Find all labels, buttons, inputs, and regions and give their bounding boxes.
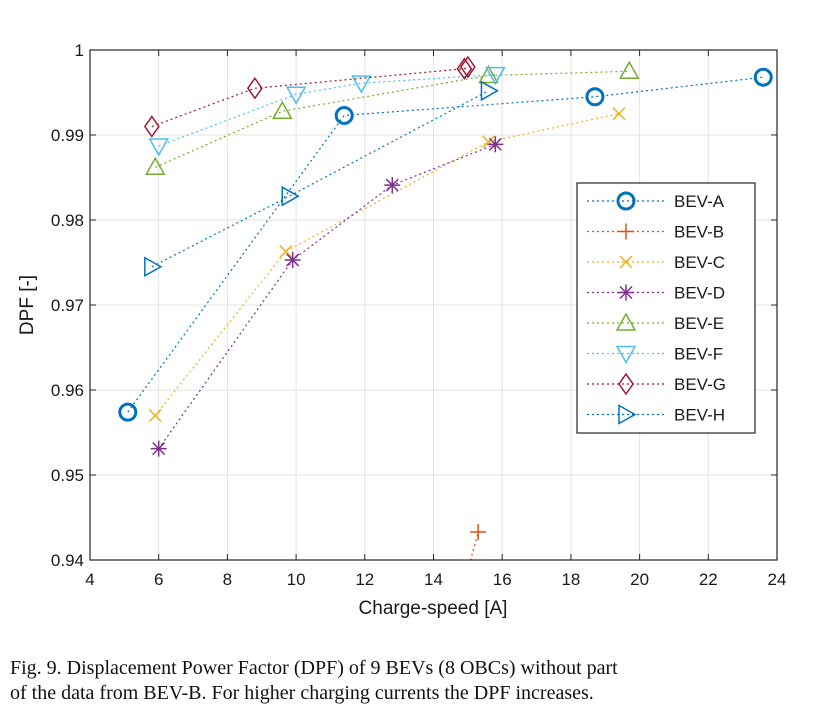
legend-label: BEV-E — [674, 314, 724, 333]
data-point — [281, 185, 300, 207]
y-tick-label: 0.96 — [51, 381, 84, 400]
data-point — [753, 67, 773, 87]
data-point — [285, 86, 307, 105]
legend-box — [576, 182, 756, 434]
data-point — [144, 256, 163, 278]
legend-item: BEV-E — [587, 312, 724, 333]
data-point — [619, 60, 640, 79]
x-tick-label: 24 — [768, 570, 787, 589]
data-point — [459, 55, 476, 79]
series-bev-h — [144, 80, 499, 278]
data-point — [487, 136, 504, 153]
ticks: 4 6 8 10 12 14 16 18 20 22 24 0.94 0.95 0.96 0.97 0.98 0… — [51, 41, 787, 589]
series-bev-a — [118, 67, 773, 422]
legend-label: BEV-F — [674, 345, 723, 364]
data-point — [334, 105, 354, 125]
data-point — [246, 76, 263, 100]
legend-marker — [618, 284, 634, 301]
x-tick-label: 22 — [699, 570, 718, 589]
x-tick-label: 10 — [287, 570, 306, 589]
legend-label: BEV-H — [674, 406, 725, 425]
data-point — [481, 135, 495, 149]
data-point — [478, 64, 499, 84]
x-tick-label: 18 — [561, 570, 580, 589]
y-tick-label: 1 — [75, 41, 84, 60]
x-tick-label: 14 — [424, 570, 443, 589]
y-tick-label: 0.97 — [51, 296, 84, 315]
x-tick-label: 4 — [85, 570, 94, 589]
series-line — [151, 66, 469, 128]
legend-item: BEV-B — [587, 223, 724, 242]
legend-marker — [618, 223, 634, 240]
y-tick-label: 0.94 — [51, 551, 84, 570]
legend-marker — [619, 255, 633, 269]
x-tick-label: 8 — [223, 570, 232, 589]
series-line — [151, 90, 489, 268]
y-tick-label: 0.95 — [51, 466, 84, 485]
data-point — [470, 523, 487, 540]
x-axis-title: Charge-speed [A] — [359, 598, 508, 619]
series-bev-e — [144, 60, 640, 176]
figure-caption: Fig. 9. Displacement Power Factor (DPF) … — [10, 656, 810, 706]
data-point — [148, 408, 162, 423]
legend-item: BEV-F — [587, 345, 723, 365]
data-point — [384, 177, 401, 194]
legend-item: BEV-A — [587, 191, 725, 211]
legend-item: BEV-D — [587, 284, 725, 303]
series-bev-f — [148, 66, 506, 157]
legend-label: BEV-B — [674, 223, 724, 242]
dpf-chart: 4 6 8 10 12 14 16 18 20 22 24 0.94 0.95 0.96 0.97 0.98 0… — [17, 41, 787, 619]
y-tick-label: 0.99 — [51, 126, 84, 145]
legend-marker — [618, 404, 637, 425]
legend-label: BEV-C — [674, 253, 725, 272]
data-point — [480, 80, 499, 102]
data-point — [284, 251, 301, 268]
series-bev-b — [460, 523, 487, 578]
data-point — [143, 115, 160, 138]
data-point — [460, 562, 476, 578]
x-tick-label: 12 — [355, 570, 374, 589]
data-point — [485, 66, 506, 86]
series-bev-d — [150, 136, 504, 457]
x-tick-label: 16 — [493, 570, 512, 589]
x-tick-label: 6 — [154, 570, 163, 589]
legend-marker — [615, 312, 637, 331]
caption-line-1: Fig. 9. Displacement Power Factor (DPF) … — [10, 657, 618, 679]
data-point — [612, 107, 626, 121]
legend-item: BEV-G — [587, 372, 726, 396]
legend-marker — [616, 191, 636, 211]
caption-line-2: of the data from BEV-B. For higher charg… — [10, 682, 594, 704]
series-line — [158, 143, 496, 449]
series-layer — [118, 55, 773, 578]
data-point — [279, 244, 293, 258]
data-point — [144, 156, 166, 176]
data-point — [150, 440, 167, 457]
y-tick-label: 0.98 — [51, 211, 84, 230]
legend-item: BEV-C — [587, 253, 725, 272]
data-point — [456, 57, 473, 81]
x-tick-label: 20 — [630, 570, 649, 589]
y-axis-title: DPF [-] — [17, 275, 38, 335]
legend-marker — [618, 372, 634, 396]
legend-item: BEV-H — [587, 404, 725, 425]
data-point — [351, 75, 372, 94]
legend-marker — [615, 345, 637, 365]
series-bev-g — [143, 55, 476, 138]
data-point — [118, 402, 138, 422]
legend-label: BEV-G — [674, 375, 726, 394]
legend: BEV-A BEV-B BEV-C BEV-D BEV-E BEV-F BEV-G BEV-H — [576, 182, 756, 434]
series-line — [154, 113, 620, 416]
data-point — [272, 100, 293, 119]
data-point — [148, 138, 169, 157]
series-bev-c — [148, 107, 626, 423]
legend-label: BEV-A — [674, 192, 725, 211]
legend-label: BEV-D — [674, 284, 725, 303]
data-point — [585, 87, 605, 107]
series-line — [158, 74, 496, 147]
